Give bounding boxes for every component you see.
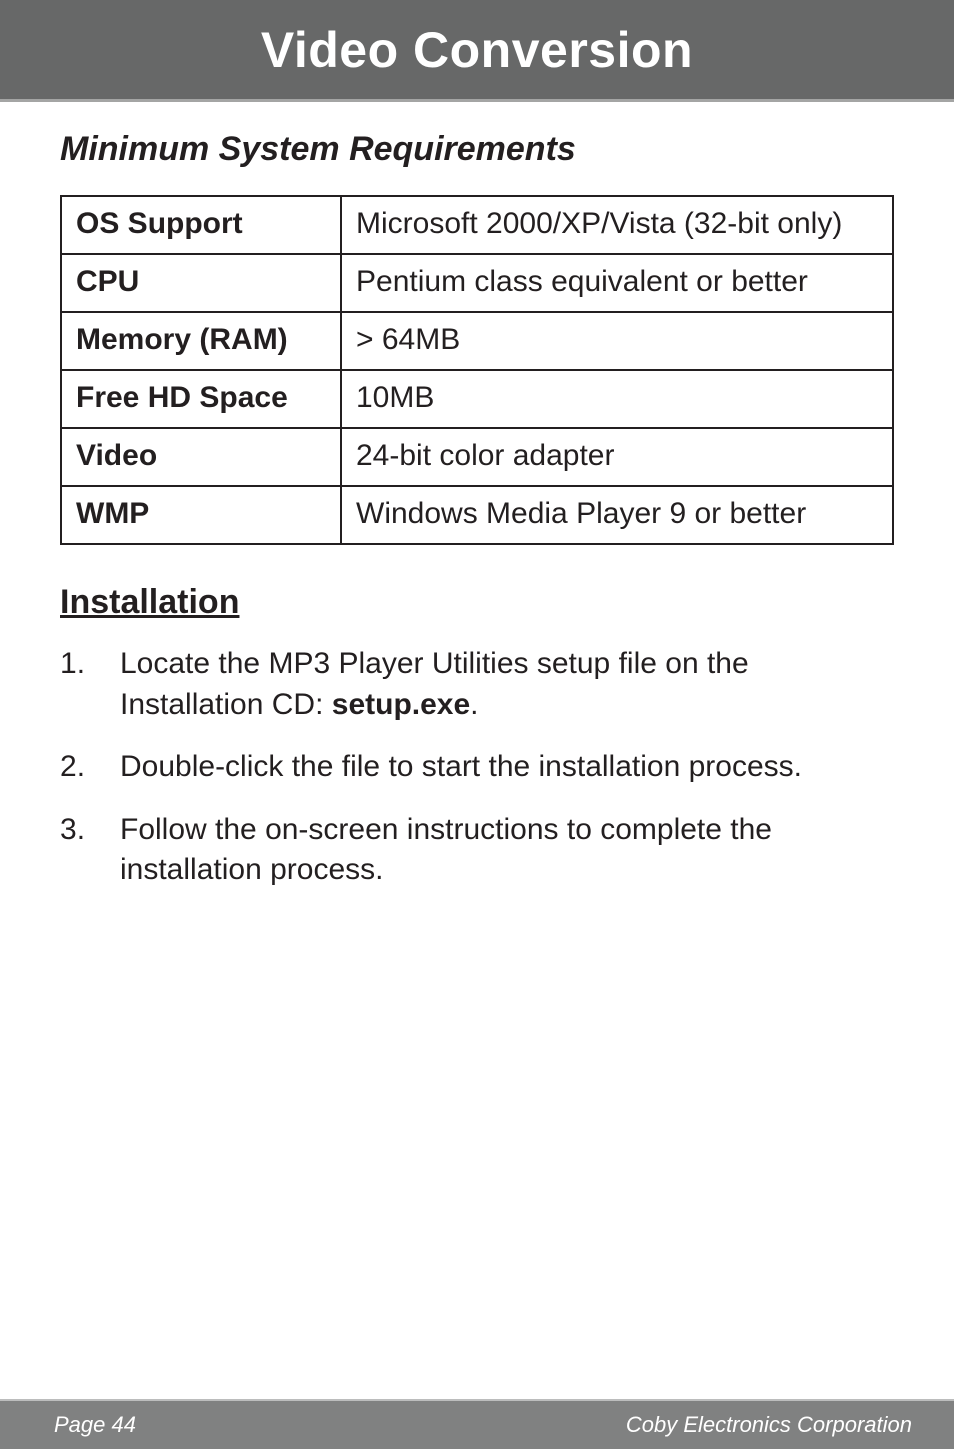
req-label: OS Support <box>61 196 341 254</box>
page-header: Video Conversion <box>0 0 954 102</box>
table-row: WMP Windows Media Player 9 or better <box>61 486 893 544</box>
footer-company: Coby Electronics Corporation <box>626 1412 912 1438</box>
req-value: Windows Media Player 9 or better <box>341 486 893 544</box>
table-row: Video 24-bit color adapter <box>61 428 893 486</box>
table-row: Memory (RAM) > 64MB <box>61 312 893 370</box>
req-label: CPU <box>61 254 341 312</box>
req-label: Memory (RAM) <box>61 312 341 370</box>
table-row: OS Support Microsoft 2000/XP/Vista (32-b… <box>61 196 893 254</box>
step-text-bold: setup.exe <box>332 688 470 721</box>
req-label: WMP <box>61 486 341 544</box>
section-subhead: Minimum System Requirements <box>60 130 894 169</box>
installation-heading: Installation <box>60 583 894 622</box>
list-item: Double-click the file to start the insta… <box>60 747 894 788</box>
table-row: Free HD Space 10MB <box>61 370 893 428</box>
req-label: Video <box>61 428 341 486</box>
req-value: 10MB <box>341 370 893 428</box>
step-text-pre: Follow the on-screen instructions to com… <box>120 813 772 887</box>
req-label: Free HD Space <box>61 370 341 428</box>
step-text-post: . <box>470 688 478 721</box>
requirements-table: OS Support Microsoft 2000/XP/Vista (32-b… <box>60 195 894 545</box>
page-title: Video Conversion <box>261 21 693 79</box>
req-value: Microsoft 2000/XP/Vista (32-bit only) <box>341 196 893 254</box>
page-content: Minimum System Requirements OS Support M… <box>0 102 954 891</box>
installation-steps: Locate the MP3 Player Utilities setup fi… <box>60 644 894 891</box>
list-item: Locate the MP3 Player Utilities setup fi… <box>60 644 894 725</box>
list-item: Follow the on-screen instructions to com… <box>60 810 894 891</box>
step-text-pre: Double-click the file to start the insta… <box>120 750 802 783</box>
req-value: 24-bit color adapter <box>341 428 893 486</box>
page-footer: Page 44 Coby Electronics Corporation <box>0 1399 954 1449</box>
req-value: Pentium class equivalent or better <box>341 254 893 312</box>
footer-page-number: Page 44 <box>54 1412 136 1438</box>
req-value: > 64MB <box>341 312 893 370</box>
table-row: CPU Pentium class equivalent or better <box>61 254 893 312</box>
